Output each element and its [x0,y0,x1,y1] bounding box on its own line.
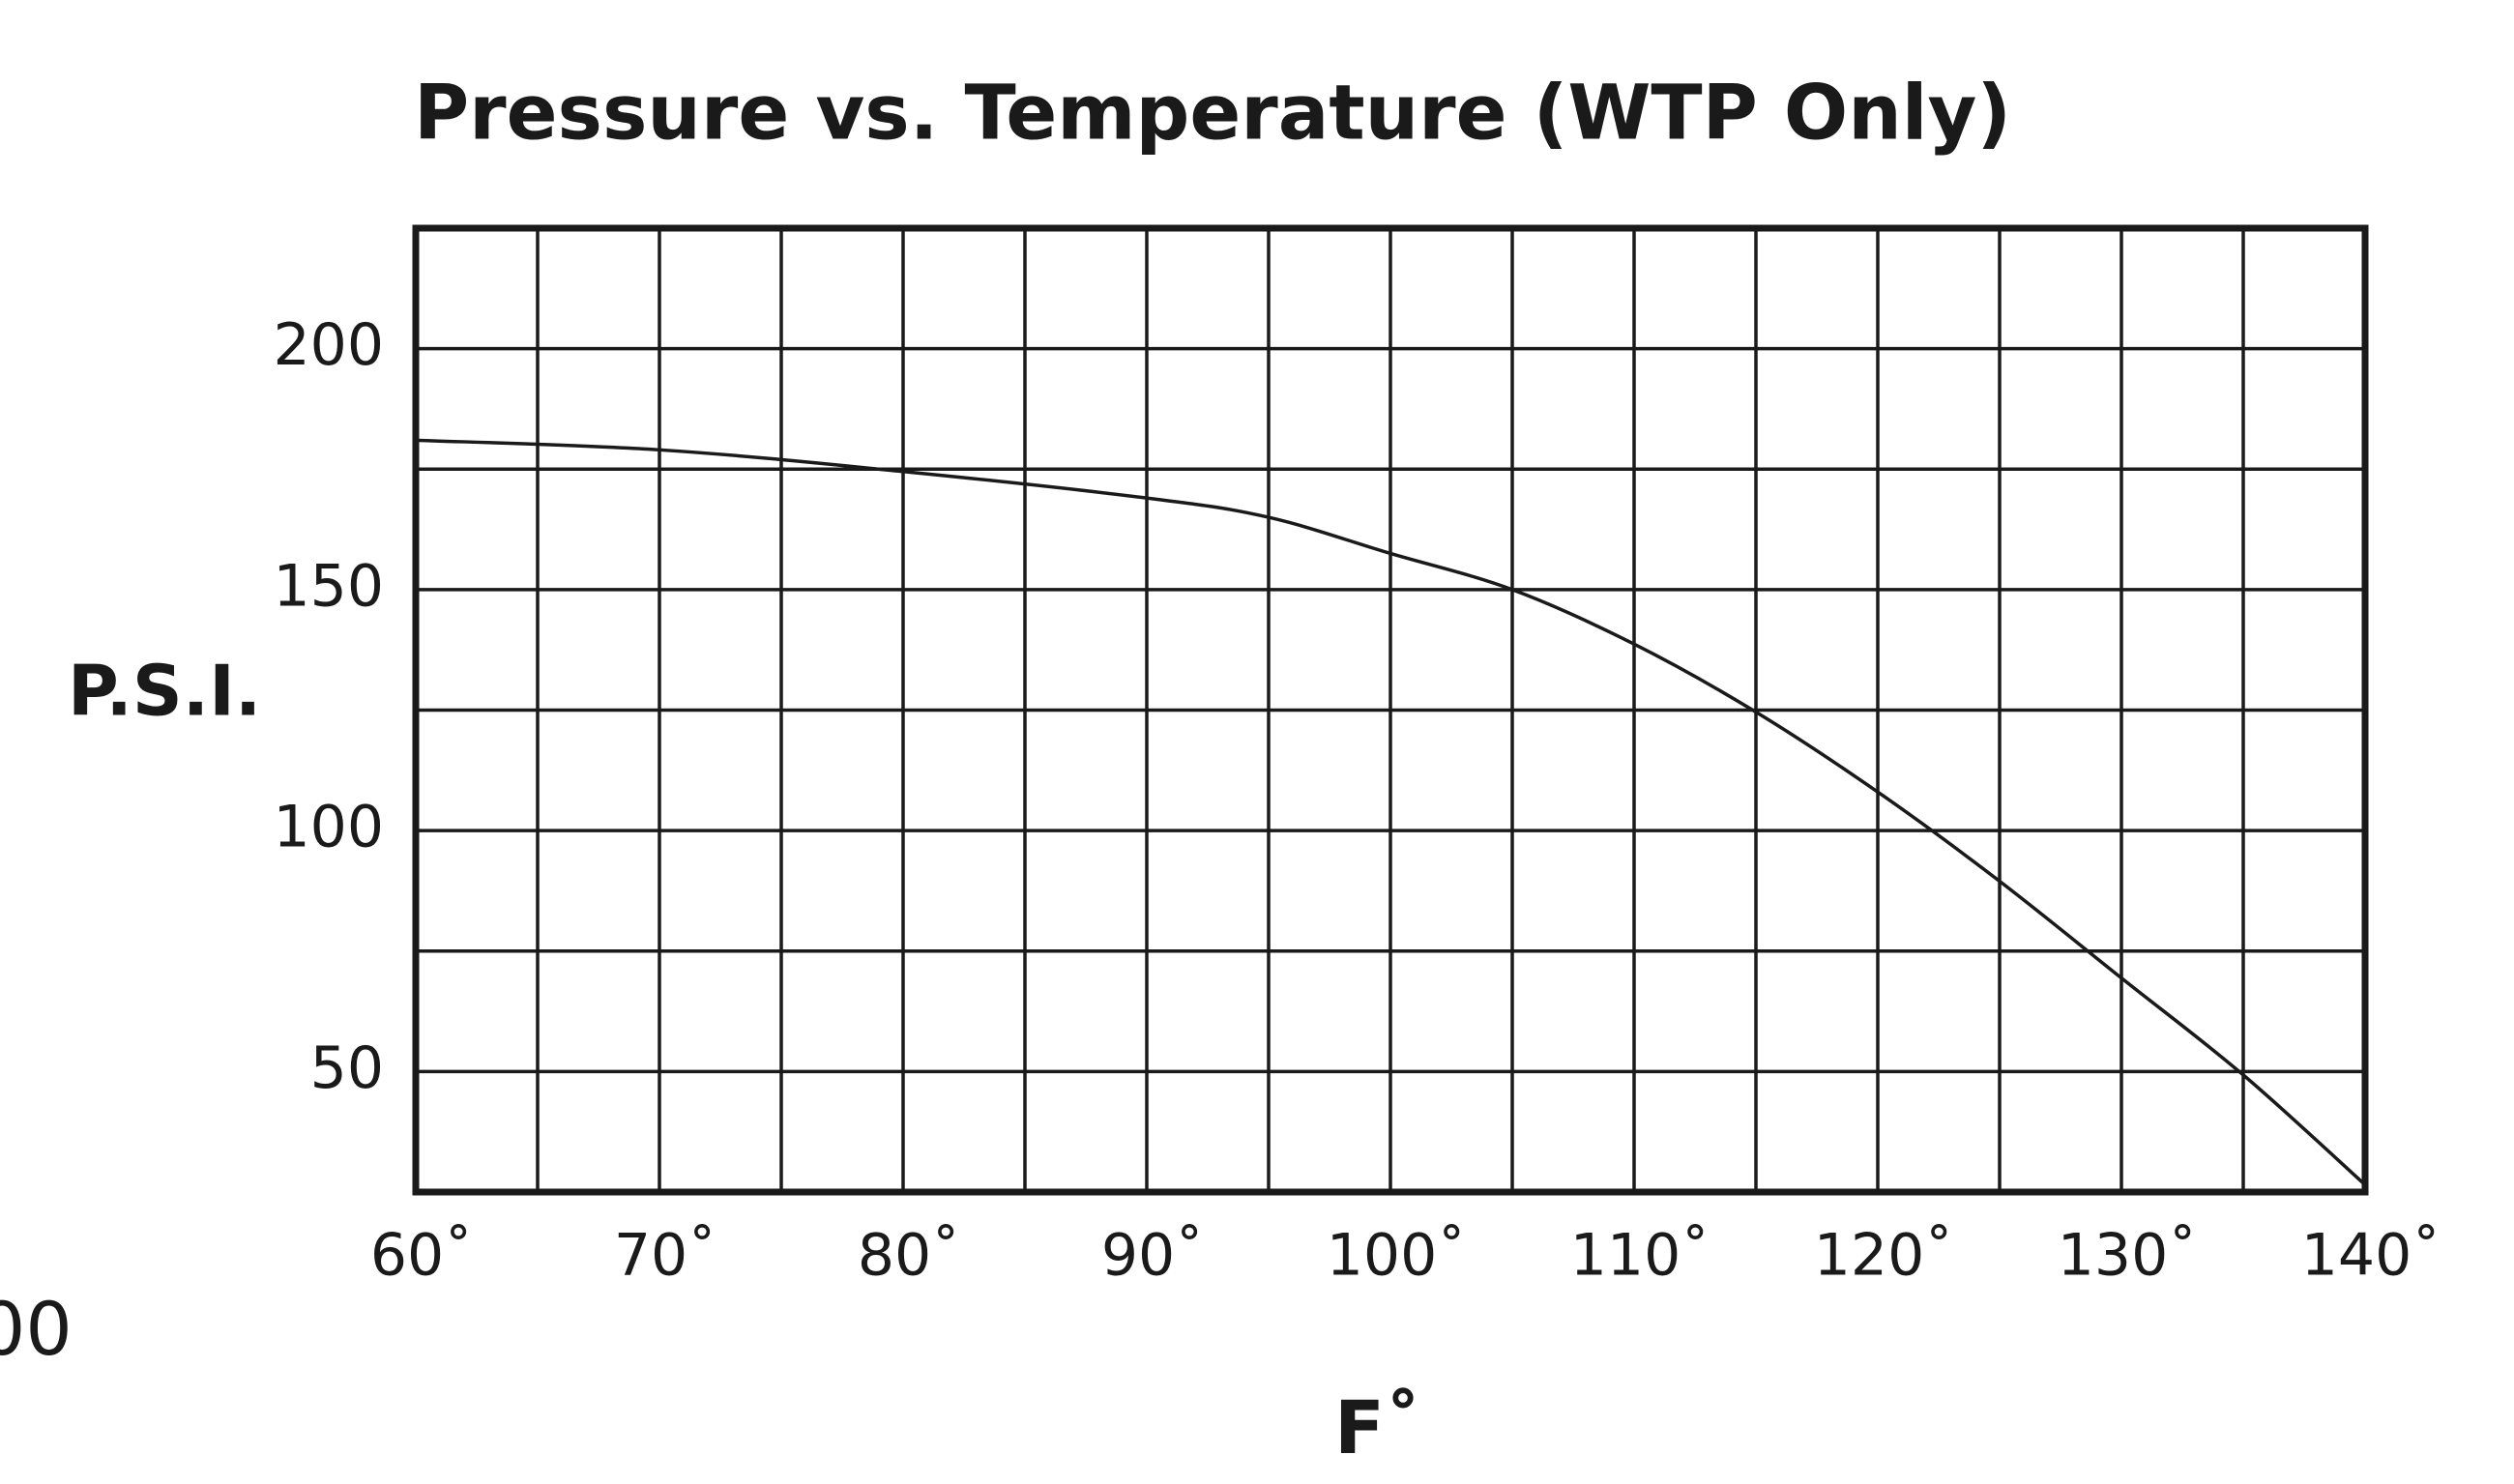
annotation: 00 [0,1286,73,1372]
x-tick-label: 90˚ [1101,1222,1204,1290]
y-tick-label: 200 [273,311,384,379]
y-tick-label: 150 [273,552,384,620]
x-tick-label: 110˚ [1570,1222,1710,1290]
y-tick-label: 100 [273,794,384,861]
chart-title: Pressure vs. Temperature (WTP Only) [414,70,2011,157]
data-line [415,438,2367,1186]
y-tick-label: 50 [310,1034,384,1102]
x-tick-label: 100˚ [1327,1222,1467,1290]
plot-frame [412,224,2369,1196]
x-tick-label: 80˚ [858,1222,960,1290]
x-tick-label: 120˚ [1814,1222,1954,1290]
x-tick-label: 140˚ [2301,1222,2441,1290]
x-tick-label: 70˚ [614,1222,716,1290]
y-axis-label: P.S.I. [68,651,261,732]
x-axis-label: F˚ [1334,1384,1421,1470]
x-tick-label: 60˚ [370,1222,473,1290]
x-tick-label: 130˚ [2058,1222,2198,1290]
